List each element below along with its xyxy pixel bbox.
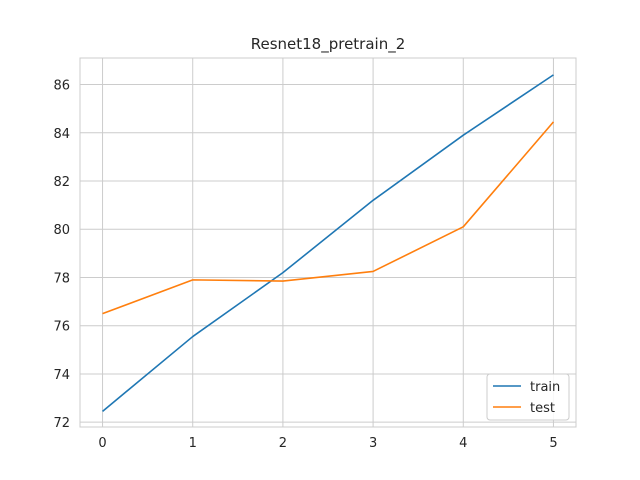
- y-tick-label: 84: [53, 127, 70, 142]
- grid: [80, 58, 576, 427]
- plot-frame: [79, 57, 577, 428]
- chart-title: Resnet18_pretrain_2: [251, 35, 406, 54]
- legend-label: train: [530, 380, 560, 395]
- y-tick-label: 82: [53, 175, 70, 190]
- series-line-train: [102, 74, 554, 412]
- x-tick-label: 1: [189, 436, 197, 451]
- y-tick-label: 76: [53, 320, 70, 335]
- series-line-test: [102, 121, 555, 315]
- x-tick-label: 3: [369, 436, 377, 451]
- tick-labels: 0 1 2 3 4 5 72 74 76 78 80 82 84 86: [53, 79, 557, 451]
- legend-label: test: [530, 401, 555, 416]
- x-tick-label: 2: [279, 436, 287, 451]
- x-tick-label: 0: [98, 436, 106, 451]
- y-tick-label: 80: [53, 223, 70, 238]
- series-lines: [102, 74, 555, 412]
- legend: train test: [486, 373, 570, 421]
- y-tick-label: 72: [53, 416, 70, 431]
- y-tick-label: 78: [53, 271, 70, 286]
- x-tick-label: 5: [549, 436, 557, 451]
- y-tick-label: 86: [53, 79, 70, 94]
- y-tick-label: 74: [53, 368, 70, 383]
- x-tick-label: 4: [459, 436, 467, 451]
